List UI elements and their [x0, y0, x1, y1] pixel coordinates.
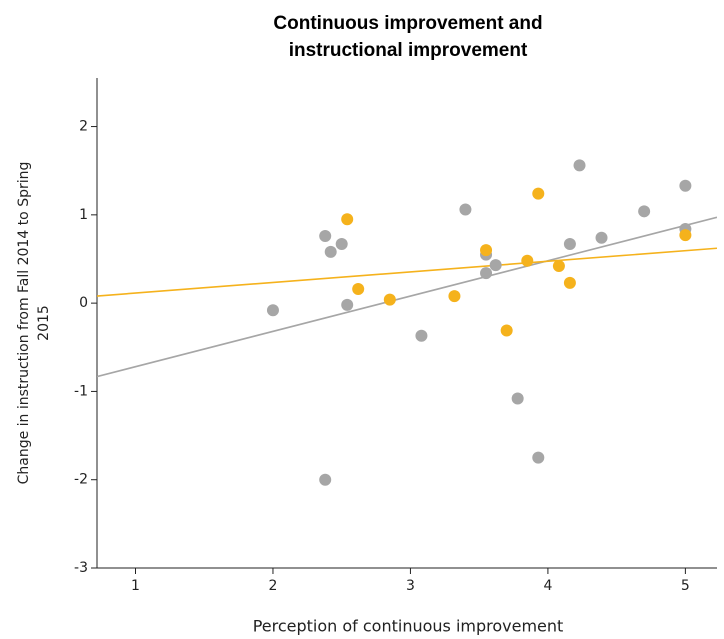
point — [521, 254, 534, 267]
point — [383, 293, 396, 306]
point — [480, 244, 493, 257]
point — [679, 229, 692, 242]
y-axis-label: 2015 — [36, 305, 52, 341]
point — [489, 259, 502, 272]
point — [552, 260, 565, 273]
point — [532, 187, 545, 200]
fit-line — [97, 216, 717, 378]
point — [266, 304, 279, 317]
x-axis-label: Perception of continuous improvement — [253, 617, 564, 636]
point — [319, 473, 332, 486]
point — [352, 283, 365, 296]
y-tick-label: -3 — [74, 560, 88, 576]
point — [341, 213, 354, 226]
x-tick-label: 5 — [681, 578, 690, 594]
y-tick-label: -2 — [74, 472, 88, 488]
point — [448, 290, 461, 303]
point — [573, 159, 586, 172]
point — [480, 267, 493, 280]
chart-title: instructional improvement — [289, 40, 528, 61]
point — [511, 392, 524, 405]
point — [341, 298, 354, 311]
point — [335, 237, 348, 250]
point — [563, 237, 576, 250]
point — [595, 231, 608, 244]
point — [563, 276, 576, 289]
point — [638, 205, 651, 218]
fit-line — [97, 247, 717, 297]
point — [500, 324, 513, 337]
y-tick-label: 0 — [79, 295, 88, 311]
point — [679, 179, 692, 192]
x-tick-label: 1 — [131, 578, 140, 594]
y-tick-label: 1 — [79, 207, 88, 223]
x-tick-label: 4 — [543, 578, 552, 594]
x-tick-label: 2 — [269, 578, 278, 594]
chart-title: Continuous improvement and — [273, 13, 542, 34]
point — [532, 451, 545, 464]
point — [459, 203, 472, 216]
y-axis-label: Change in instruction from Fall 2014 to … — [16, 162, 32, 485]
point — [319, 230, 332, 243]
y-tick-label: 2 — [79, 119, 88, 135]
y-tick-label: -1 — [74, 383, 88, 399]
point — [324, 245, 337, 258]
x-tick-label: 3 — [406, 578, 415, 594]
point — [415, 329, 428, 342]
